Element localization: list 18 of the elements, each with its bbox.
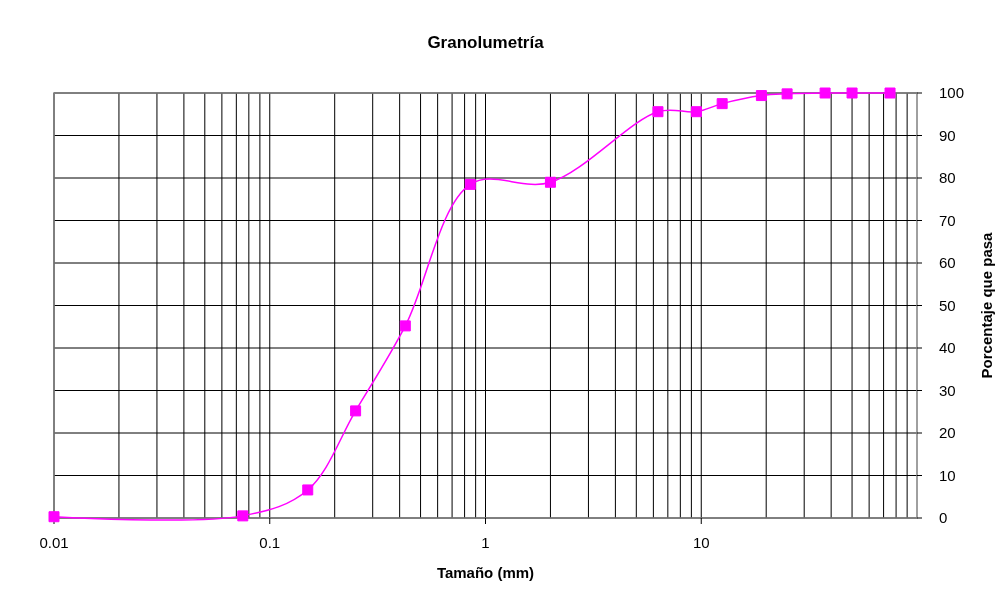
- y-tick-label: 30: [939, 381, 956, 399]
- x-axis-title: Tamaño (mm): [436, 564, 535, 581]
- y-tick-label: 20: [939, 424, 956, 441]
- chart-title: Granolumetría: [427, 33, 545, 52]
- y-tick-label: 10: [939, 466, 956, 484]
- x-tick-label: 0.1: [259, 534, 281, 551]
- x-tick-label: 10: [692, 534, 710, 551]
- y-tick-label: 90: [939, 126, 956, 144]
- y-tick-label: 100: [939, 84, 965, 101]
- x-tick-label: 0.01: [39, 534, 69, 551]
- y-tick-label: 70: [939, 211, 956, 229]
- y-tick-label: 60: [939, 254, 956, 271]
- x-tick-label: 1: [481, 534, 490, 551]
- y-tick-label: 80: [939, 169, 956, 186]
- y-axis-title: Porcentaje que pasa: [978, 231, 995, 379]
- y-tick-label: 0: [939, 509, 948, 526]
- y-tick-label: 50: [939, 296, 956, 314]
- y-tick-label: 40: [939, 339, 956, 356]
